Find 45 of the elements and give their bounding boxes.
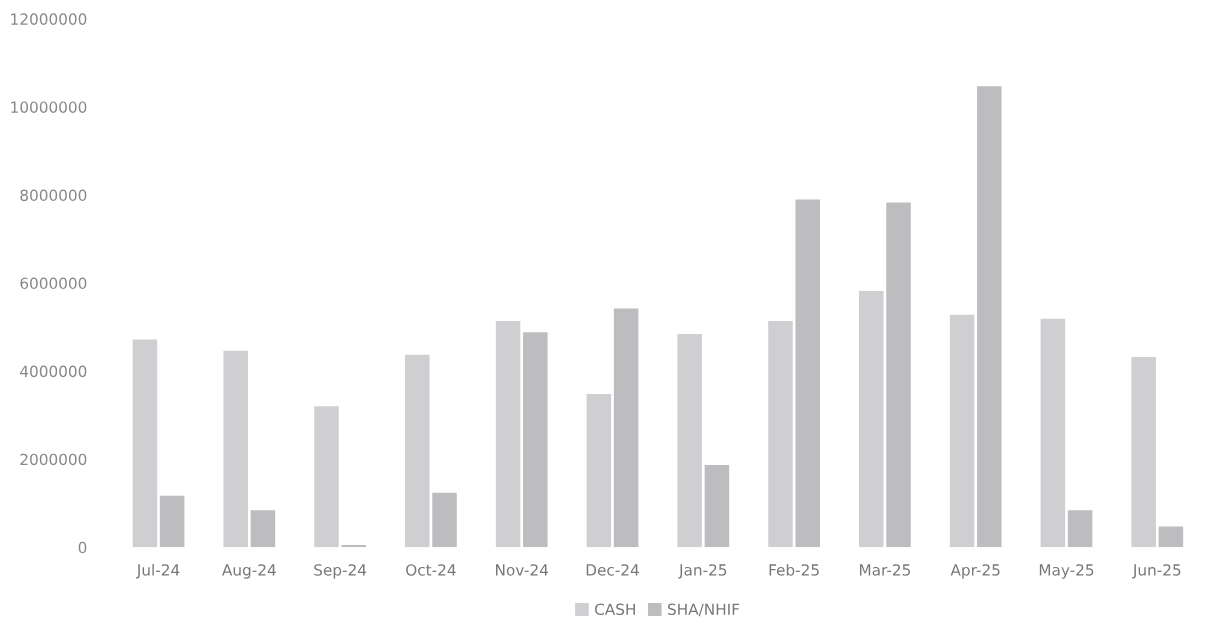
- bar: [795, 199, 820, 548]
- bar: [768, 320, 793, 548]
- y-tick-label: 0: [78, 541, 87, 554]
- bar: [341, 545, 366, 548]
- y-tick-label: 8000000: [20, 189, 87, 202]
- bar: [223, 350, 248, 548]
- bar: [250, 510, 276, 548]
- bar: [977, 86, 1002, 548]
- x-tick-label: Apr-25: [950, 564, 1000, 579]
- y-tick-label: 12000000: [11, 13, 87, 25]
- x-tick-label: Oct-24: [406, 564, 456, 576]
- y-tick-label: 10000000: [11, 101, 87, 113]
- x-tick-label: Sep-24: [314, 564, 367, 579]
- x-tick-label: Jun-25: [1132, 564, 1181, 579]
- bar: [886, 202, 911, 548]
- legend-label: CASH: [594, 603, 635, 616]
- bar: [586, 394, 612, 548]
- bar: [1040, 318, 1066, 548]
- x-tick-label: May-25: [1039, 564, 1094, 579]
- bar: [859, 290, 884, 548]
- legend-label: SHA/NHIF: [668, 603, 740, 617]
- x-tick-label: Jan-25: [678, 564, 727, 579]
- bar: [1067, 510, 1093, 548]
- x-tick-label: Mar-25: [859, 564, 910, 576]
- bar: [1158, 526, 1184, 548]
- x-tick-label: Aug-24: [222, 564, 276, 579]
- x-tick-label: Dec-24: [586, 564, 639, 576]
- y-tick-label: 4000000: [20, 365, 87, 378]
- y-tick-label: 2000000: [20, 453, 87, 466]
- x-tick-label: Nov-24: [496, 564, 549, 576]
- bar: [949, 314, 975, 548]
- x-tick-label: Jul-24: [136, 563, 180, 579]
- bar: [523, 332, 548, 548]
- bar: [704, 464, 730, 548]
- bar: [132, 339, 158, 548]
- y-tick-label: 6000000: [20, 277, 87, 290]
- bar: [1131, 357, 1156, 548]
- bar: [613, 308, 639, 548]
- bar: [677, 334, 702, 548]
- x-tick-label: Feb-25: [769, 563, 819, 576]
- bar: [432, 492, 457, 548]
- bar: [495, 320, 521, 548]
- bar: [405, 354, 430, 548]
- bar: [159, 495, 185, 548]
- bar: [314, 406, 339, 548]
